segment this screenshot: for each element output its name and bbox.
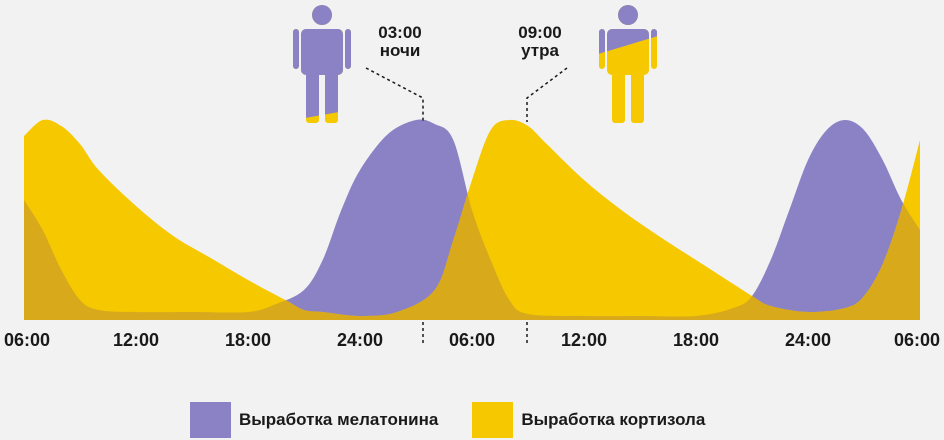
chart-areas — [24, 119, 920, 320]
person-icon-melatonin — [293, 5, 351, 123]
legend-item-cortisol: Выработка кортизола — [472, 402, 705, 438]
x-tick-label: 18:00 — [673, 330, 719, 350]
x-tick-label: 06:00 — [4, 330, 50, 350]
annotation-label-morning: утра — [521, 41, 559, 60]
x-axis-ticks: 06:00 12:00 18:00 24:00 06:00 12:00 18:00 24:00… — [4, 330, 940, 350]
leader-line-morning — [526, 67, 568, 122]
x-tick-label: 12:00 — [113, 330, 159, 350]
x-tick-label: 06:00 — [449, 330, 495, 350]
annotation-time-night: 03:00 — [378, 23, 421, 42]
x-tick-label: 06:00 — [894, 330, 940, 350]
legend-swatch-cortisol — [472, 402, 514, 438]
x-tick-label: 18:00 — [225, 330, 271, 350]
leader-line-night — [365, 67, 424, 122]
person-icon-cortisol — [599, 5, 657, 123]
legend: Выработка мелатонина Выработка кортизола — [190, 400, 739, 440]
x-tick-label: 12:00 — [561, 330, 607, 350]
annotation-label-night: ночи — [380, 41, 421, 60]
x-tick-label: 24:00 — [337, 330, 383, 350]
legend-label-melatonin: Выработка мелатонина — [239, 410, 439, 429]
legend-swatch-melatonin — [190, 402, 231, 438]
annotation-time-morning: 09:00 — [518, 23, 561, 42]
legend-item-melatonin: Выработка мелатонина — [190, 402, 438, 438]
legend-label-cortisol: Выработка кортизола — [521, 410, 706, 429]
x-tick-label: 24:00 — [785, 330, 831, 350]
